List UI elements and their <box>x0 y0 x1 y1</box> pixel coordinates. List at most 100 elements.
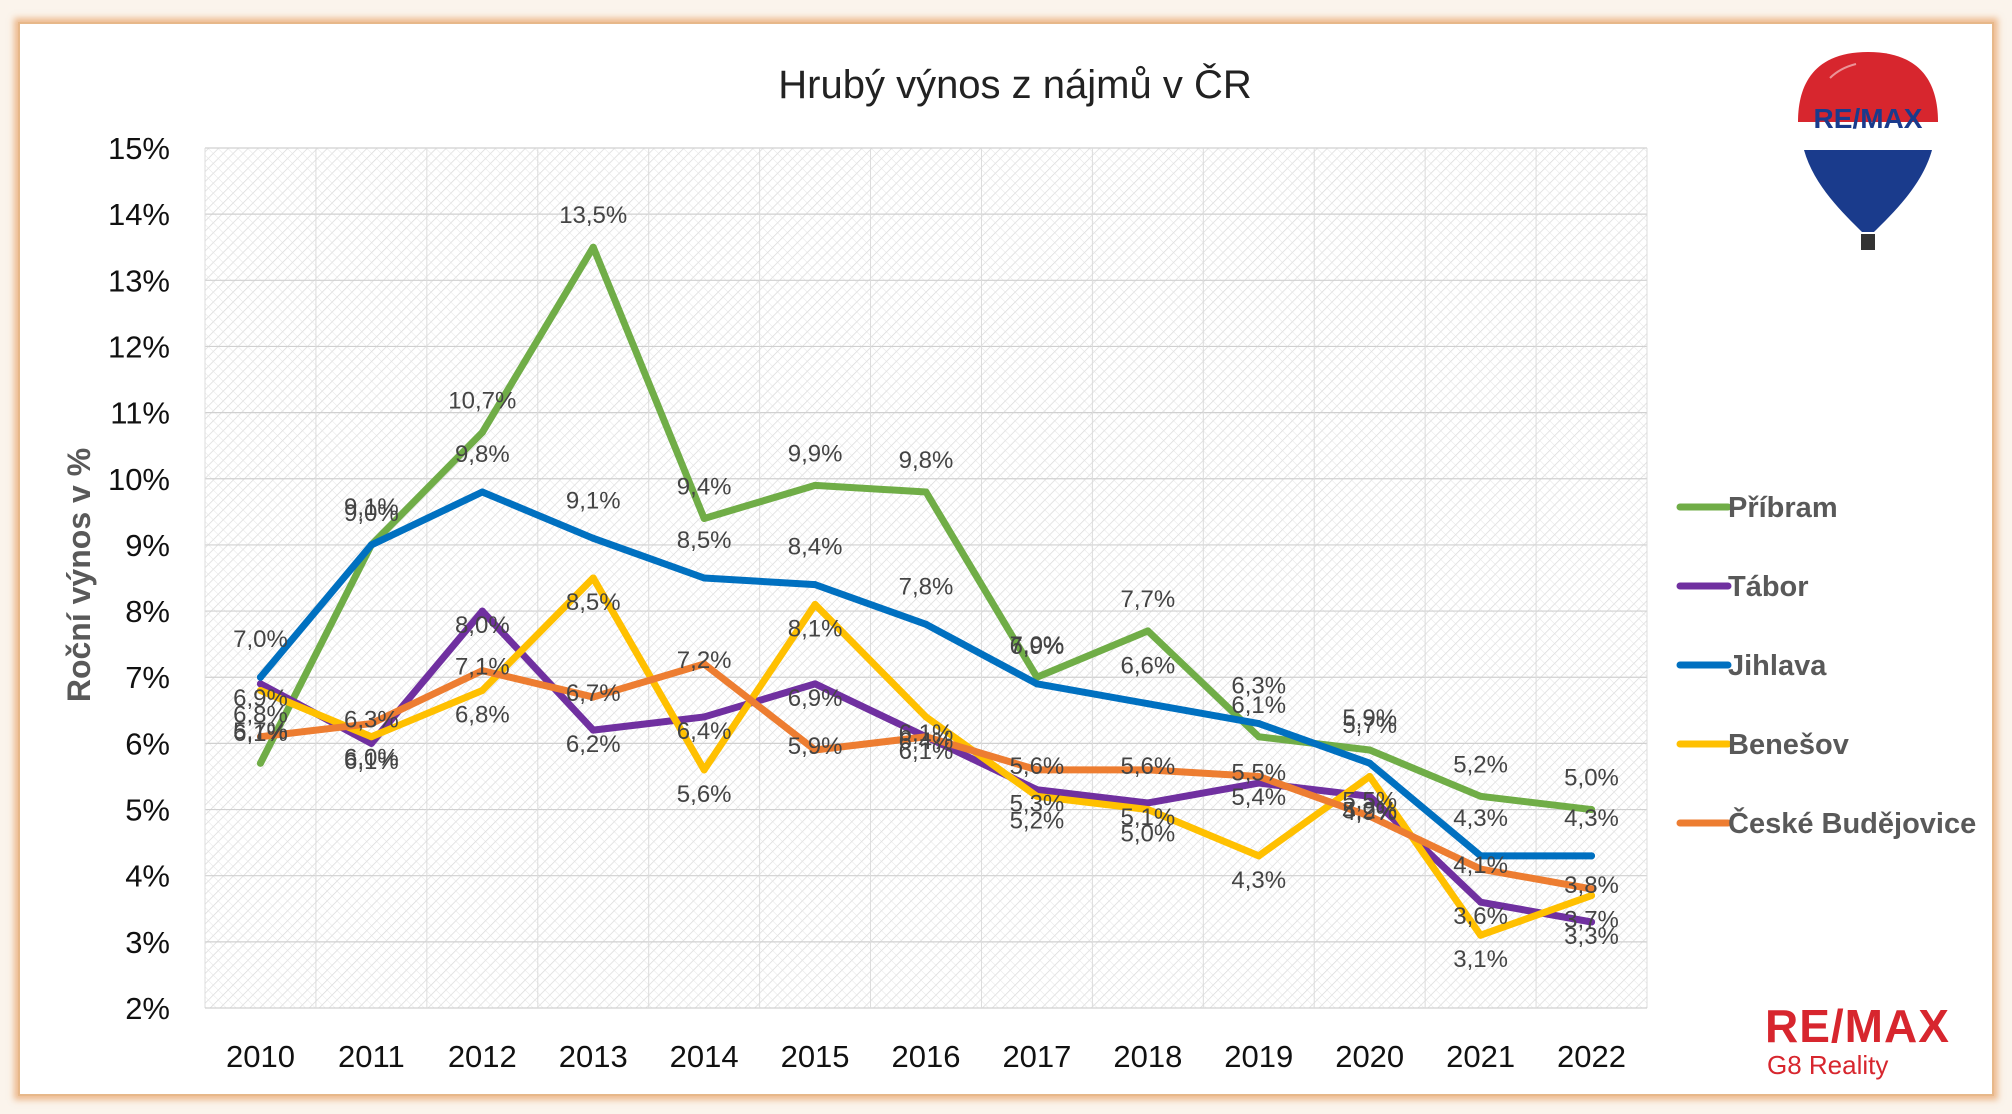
data-label: 6,8% <box>455 701 510 728</box>
data-label: 9,4% <box>677 473 732 500</box>
y-tick-label: 7% <box>125 660 170 695</box>
y-tick-label: 13% <box>108 263 170 298</box>
data-label: 7,2% <box>677 647 732 674</box>
data-point <box>1033 680 1041 688</box>
data-point <box>367 541 375 549</box>
data-point <box>256 680 264 688</box>
data-point <box>1477 898 1485 906</box>
data-label: 3,1% <box>1453 946 1508 973</box>
data-point <box>589 243 597 251</box>
y-tick-label: 9% <box>125 528 170 563</box>
data-point <box>811 600 819 608</box>
data-label: 6,4% <box>899 728 954 755</box>
data-label: 6,1% <box>344 748 399 775</box>
data-label: 7,1% <box>455 654 510 681</box>
data-point <box>1588 885 1596 893</box>
data-label: 10,7% <box>448 387 516 414</box>
data-point <box>700 514 708 522</box>
data-label: 7,7% <box>1120 586 1175 613</box>
data-label: 6,0% <box>344 744 399 771</box>
data-label: 5,2% <box>1010 807 1065 834</box>
data-label: 5,9% <box>788 733 843 760</box>
x-tick-label: 2019 <box>1224 1039 1293 1074</box>
data-label: 8,4% <box>788 534 843 561</box>
data-point <box>1366 772 1374 780</box>
data-point <box>922 488 930 496</box>
data-point <box>922 733 930 741</box>
data-label: 7,0% <box>233 626 288 653</box>
y-tick-label: 3% <box>125 925 170 960</box>
plot-area-crosshatch <box>205 148 1647 1008</box>
chart-title: Hrubý výnos z nájmů v ČR <box>778 62 1251 107</box>
data-point <box>1255 720 1263 728</box>
footer-brand-text: RE/MAX <box>1765 1000 1950 1052</box>
data-label: 4,1% <box>1453 852 1508 879</box>
balloon-logo-text: RE/MAX <box>1814 103 1923 134</box>
data-label: 5,5% <box>1342 787 1397 814</box>
data-label: 6,3% <box>344 707 399 734</box>
data-point <box>1033 792 1041 800</box>
data-point <box>256 759 264 767</box>
data-label: 5,7% <box>233 718 288 745</box>
data-point <box>1255 772 1263 780</box>
data-label: 9,8% <box>899 447 954 474</box>
y-tick-label: 11% <box>110 396 170 431</box>
data-point <box>811 680 819 688</box>
legend-item: Benešov <box>1728 729 1849 761</box>
data-label: 7,0% <box>1010 632 1065 659</box>
data-point <box>1255 852 1263 860</box>
data-point <box>1255 779 1263 787</box>
data-point <box>478 667 486 675</box>
data-point <box>367 739 375 747</box>
data-point <box>700 713 708 721</box>
data-label: 13,5% <box>559 202 627 229</box>
data-label: 8,5% <box>566 589 621 616</box>
y-tick-label: 2% <box>125 991 170 1026</box>
data-label: 5,7% <box>1342 712 1397 739</box>
legend-item: Tábor <box>1728 571 1809 603</box>
data-label: 3,7% <box>1564 907 1619 934</box>
data-point <box>256 686 264 694</box>
x-tick-label: 2013 <box>559 1039 628 1074</box>
data-label: 7,8% <box>899 573 954 600</box>
data-label: 5,6% <box>1010 753 1065 780</box>
data-point <box>478 686 486 694</box>
x-tick-label: 2010 <box>226 1039 295 1074</box>
data-point <box>1366 792 1374 800</box>
x-tick-label: 2018 <box>1113 1039 1182 1074</box>
data-point <box>589 534 597 542</box>
data-label: 9,8% <box>455 441 510 468</box>
y-tick-label: 8% <box>125 594 170 629</box>
data-label: 5,2% <box>1342 797 1397 824</box>
data-point <box>1033 766 1041 774</box>
legend-item: České Budějovice <box>1728 806 1976 840</box>
data-point <box>478 428 486 436</box>
data-label: 6,1% <box>233 720 288 747</box>
data-label: 6,1% <box>1231 692 1286 719</box>
data-point <box>1477 865 1485 873</box>
data-label: 6,1% <box>899 738 954 765</box>
x-tick-label: 2020 <box>1335 1039 1404 1074</box>
data-point <box>1588 892 1596 900</box>
data-label: 6,7% <box>566 680 621 707</box>
data-label: 6,3% <box>1231 673 1286 700</box>
data-label: 5,3% <box>1010 791 1065 818</box>
data-point <box>1588 918 1596 926</box>
data-label: 5,2% <box>1453 751 1508 778</box>
y-tick-label: 14% <box>108 197 170 232</box>
data-label: 4,3% <box>1564 805 1619 832</box>
y-tick-label: 15% <box>108 131 170 166</box>
x-tick-label: 2011 <box>338 1039 405 1074</box>
data-point <box>256 673 264 681</box>
data-label: 8,5% <box>677 527 732 554</box>
data-label: 8,0% <box>455 612 510 639</box>
data-point <box>589 693 597 701</box>
data-point <box>811 481 819 489</box>
data-point <box>1144 700 1152 708</box>
data-label: 4,3% <box>1231 867 1286 894</box>
data-label: 5,0% <box>1564 765 1619 792</box>
data-label: 4,9% <box>1342 799 1397 826</box>
data-point <box>1588 852 1596 860</box>
data-point <box>589 726 597 734</box>
